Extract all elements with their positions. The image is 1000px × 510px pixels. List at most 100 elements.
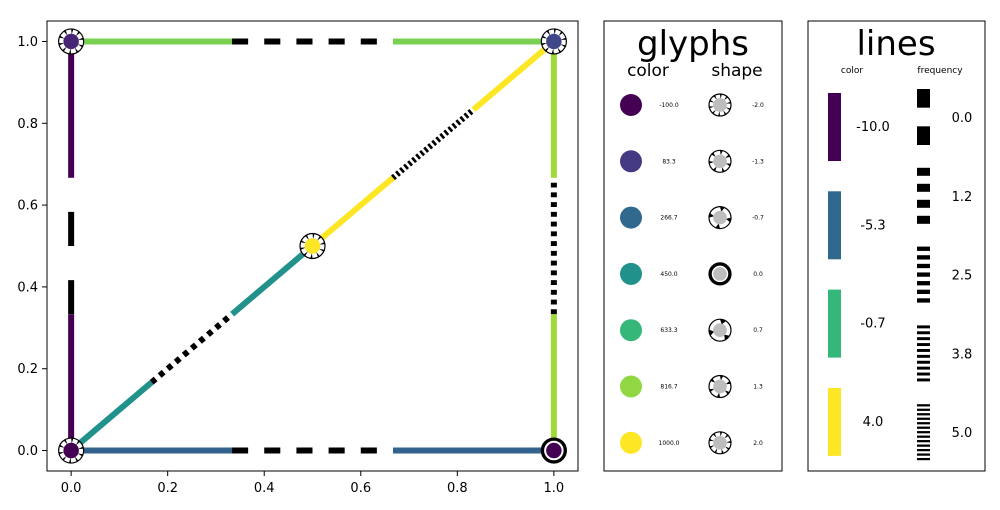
glyph-wedge: [712, 166, 717, 172]
glyph-wedge: [71, 438, 74, 444]
x-tick-label: 0.6: [350, 481, 371, 496]
lines-frequency-label: 2.5: [952, 269, 973, 284]
glyph-wedge: [560, 37, 567, 40]
frequency-stripe: [917, 417, 930, 420]
glyphs-legend-frame: [603, 20, 783, 472]
main-plot: 0.0 0.2 0.4 0.6 0.8 1.0 0.0 0.2 0.4 0.6 0.8 1.0: [17, 20, 579, 496]
glyph-wedge: [59, 444, 65, 448]
glyphs-color-header: color: [627, 61, 669, 81]
lines-legend-frame: [807, 20, 986, 472]
x-tick-label: 0.8: [447, 481, 468, 496]
edge-color-segment: [69, 380, 154, 453]
glyphs-color-swatch: [620, 431, 642, 454]
glyph-wedge: [68, 457, 72, 464]
glyph-wedge: [714, 448, 718, 454]
x-tick-label: 0.2: [157, 481, 178, 496]
frequency-stripe: [917, 255, 930, 260]
glyph-wedge: [63, 439, 68, 445]
glyph-wedge: [724, 446, 730, 451]
edge-stripe-dashes: [391, 107, 476, 181]
glyphs-shape-header: shape: [711, 61, 762, 81]
glyph-center-dot: [713, 379, 727, 394]
edges-layer: [68, 38, 557, 454]
graph-node: [58, 437, 85, 464]
glyphs-shape-label: 0.7: [753, 327, 763, 334]
glyph-wedge: [312, 233, 315, 240]
glyph-wedge: [62, 46, 67, 52]
glyphs-color-label: 1000.0: [659, 440, 680, 447]
glyph-wedge: [726, 440, 731, 443]
glyph-wedge: [318, 248, 325, 252]
frequency-stripe: [917, 366, 930, 370]
edge-color-segment: [230, 243, 315, 317]
glyphs-color-label: 633.3: [660, 327, 677, 334]
glyph-wedge: [718, 111, 720, 116]
glyphs-shape-label: -2.0: [752, 102, 764, 109]
glyphs-color-label: 83.3: [662, 158, 676, 165]
glyph-wedge: [715, 223, 720, 229]
glyph-wedge: [58, 452, 65, 455]
glyph-wedge: [725, 107, 731, 111]
lines-legend: lines color frequency -10.0 -5.3 -0.7 4.0 0…: [807, 20, 986, 472]
y-tick-label: 0.2: [17, 362, 38, 377]
frequency-stripe: [917, 444, 930, 447]
glyph-wedge: [725, 101, 731, 104]
frequency-stripe: [917, 298, 930, 303]
glyph-wedge: [557, 47, 562, 53]
glyphs-shape-swatch: [708, 93, 732, 117]
glyphs-shape-label: 1.3: [753, 384, 763, 391]
glyphs-color-swatch: [620, 150, 642, 173]
glyphs-shape-label: -0.7: [752, 215, 764, 222]
glyphs-legend-title: glyphs: [637, 24, 749, 64]
glyphs-color-rows: -100.0 83.3 266.7 450.0 633.3 816.7 1000.0: [620, 94, 680, 454]
glyph-wedge: [709, 99, 715, 103]
glyph-center-dot: [713, 210, 727, 225]
glyph-center-dot: [713, 98, 727, 112]
graph-node: [299, 232, 326, 260]
glyphs-shape-swatch: [708, 262, 732, 286]
glyph-wedge: [303, 251, 308, 257]
nodes-layer: [58, 28, 567, 464]
frequency-stripe: [917, 378, 930, 382]
glyphs-color-swatch: [620, 375, 642, 398]
glyph-center-dot: [63, 442, 79, 459]
glyph-wedge: [724, 434, 729, 439]
glyph-wedge: [712, 433, 717, 438]
frequency-stripe: [917, 263, 930, 269]
frequency-stripe: [917, 289, 930, 294]
y-tick-label: 0.4: [17, 280, 38, 295]
glyphs-color-swatch: [620, 262, 642, 285]
glyph-thick-ring: [541, 438, 567, 463]
lines-color-rows: -10.0 -5.3 -0.7 4.0: [828, 93, 890, 456]
glyphs-shape-swatch: [708, 318, 732, 342]
glyph-wedge: [558, 31, 563, 37]
glyph-wedge: [716, 392, 720, 398]
glyphs-legend: glyphs color shape -100.0 83.3 266.7 450.0 6…: [603, 20, 783, 472]
glyph-wedge: [300, 247, 306, 250]
glyph-wedge: [720, 150, 723, 156]
glyph-center-dot: [713, 435, 727, 450]
y-tick-label: 1.0: [17, 35, 38, 50]
y-axis-ticks: 0.0 0.2 0.4 0.6 0.8 1.0: [17, 35, 47, 459]
glyph-wedge: [77, 446, 84, 449]
edge-stripe-dashes: [149, 311, 234, 385]
glyphs-color-swatch: [620, 319, 642, 342]
lines-frequency-label: 1.2: [952, 190, 973, 205]
glyph-wedge: [77, 44, 84, 48]
glyph-wedge: [720, 319, 726, 325]
glyph-wedge: [316, 251, 320, 258]
glyph-wedge: [74, 456, 79, 462]
glyph-wedge: [541, 43, 548, 46]
glyph-wedge: [319, 242, 325, 245]
lines-legend-title: lines: [856, 24, 935, 64]
frequency-stripe: [917, 404, 930, 407]
glyph-wedge: [725, 217, 731, 223]
glyphs-shape-rows: -2.0 -1.3 -0.7 0.0 0.7 1.3 2.0: [708, 93, 764, 455]
graph-node: [540, 28, 567, 55]
lines-color-swatch: [828, 93, 841, 161]
frequency-stripe: [917, 422, 930, 425]
glyph-center-dot: [713, 154, 727, 169]
glyphs-color-label: -100.0: [659, 102, 679, 109]
glyph-wedge: [77, 37, 84, 40]
